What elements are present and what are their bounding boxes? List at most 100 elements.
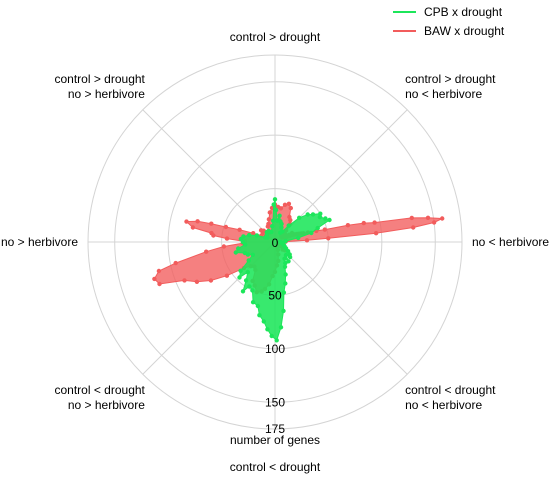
direction-label-7-line-0: control > drought — [54, 72, 145, 86]
legend-label-cpb: CPB x drought — [424, 5, 503, 19]
data-point-cpb — [286, 259, 291, 264]
data-point-baw — [182, 278, 187, 283]
data-point-cpb — [310, 212, 316, 217]
data-point-baw — [322, 227, 327, 232]
direction-label-5-line-1: no > herbivore — [68, 398, 145, 412]
data-point-cpb — [233, 250, 238, 255]
data-point-cpb — [240, 289, 246, 294]
legend: CPB x drought BAW x drought — [393, 5, 505, 38]
grid-spoke-3 — [274, 241, 408, 375]
data-point-cpb — [272, 197, 278, 202]
data-point-cpb — [250, 288, 255, 293]
r-tick-100: 100 — [265, 342, 285, 356]
data-point-baw — [208, 278, 214, 283]
data-point-baw — [287, 214, 292, 220]
direction-label-3-line-0: control < drought — [405, 383, 496, 397]
data-point-cpb — [243, 242, 248, 247]
data-point-baw — [251, 231, 256, 236]
data-point-baw — [211, 233, 216, 238]
direction-label-2-line-0: no < herbivore — [472, 235, 549, 249]
data-point-cpb — [247, 232, 252, 238]
data-point-baw — [152, 276, 157, 282]
grid-spoke-7 — [142, 109, 276, 243]
data-point-cpb — [250, 300, 256, 305]
data-point-cpb — [283, 272, 288, 277]
data-point-cpb — [327, 217, 332, 223]
data-point-baw — [195, 219, 200, 224]
data-point-cpb — [317, 214, 323, 220]
data-point-cpb — [275, 218, 280, 223]
data-point-cpb — [278, 230, 283, 235]
data-point-cpb — [245, 270, 250, 275]
data-point-cpb — [270, 218, 276, 223]
data-point-cpb — [273, 207, 279, 213]
radial-tick-labels: 0 50 100 150 175 — [265, 236, 285, 436]
data-point-baw — [288, 205, 293, 211]
data-point-cpb — [318, 211, 323, 216]
data-point-baw — [237, 227, 242, 232]
data-point-cpb — [263, 235, 268, 240]
radial-axis-label: number of genes — [230, 433, 320, 447]
data-point-cpb — [257, 313, 262, 318]
data-point-baw — [265, 224, 270, 229]
data-point-baw — [373, 231, 379, 236]
data-point-cpb — [238, 268, 243, 273]
direction-label-4-line-0: control < drought — [230, 460, 321, 474]
data-point-cpb — [323, 216, 328, 221]
data-point-baw — [282, 202, 288, 207]
data-point-baw — [190, 225, 196, 230]
data-point-baw — [266, 217, 272, 222]
data-point-cpb — [236, 246, 241, 251]
data-point-baw — [267, 210, 272, 215]
data-point-cpb — [297, 215, 302, 220]
data-point-cpb — [296, 235, 301, 241]
data-point-cpb — [283, 260, 288, 266]
data-point-cpb — [309, 230, 314, 236]
data-point-cpb — [281, 308, 286, 314]
data-point-baw — [184, 219, 189, 224]
data-point-cpb — [237, 275, 242, 280]
data-point-cpb — [305, 212, 310, 217]
data-point-cpb — [283, 281, 288, 286]
data-point-cpb — [282, 264, 288, 269]
data-point-cpb — [247, 284, 252, 289]
data-point-cpb — [278, 219, 283, 224]
data-point-baw — [411, 225, 416, 230]
data-point-cpb — [246, 258, 251, 263]
data-point-cpb — [269, 333, 274, 339]
data-point-baw — [194, 279, 200, 284]
data-point-baw — [157, 281, 162, 287]
direction-label-6-line-0: no > herbivore — [1, 235, 78, 249]
r-tick-50: 50 — [268, 288, 282, 302]
data-point-baw — [173, 260, 178, 266]
data-point-cpb — [250, 252, 255, 257]
r-tick-150: 150 — [265, 395, 285, 409]
data-point-baw — [361, 220, 366, 226]
direction-labels: control > drought control > drought no < h… — [1, 30, 549, 474]
data-point-cpb — [277, 213, 282, 218]
direction-label-0-line-0: control > drought — [230, 30, 321, 44]
data-point-cpb — [243, 278, 249, 283]
data-point-baw — [221, 244, 227, 249]
data-point-baw — [425, 215, 431, 220]
data-point-cpb — [315, 225, 320, 231]
data-point-cpb — [283, 238, 288, 244]
direction-label-5-line-0: control < drought — [54, 383, 145, 397]
data-point-cpb — [286, 223, 291, 228]
data-point-cpb — [255, 303, 261, 309]
data-point-baw — [156, 268, 162, 274]
data-point-baw — [209, 221, 214, 226]
r-tick-175: 175 — [265, 422, 285, 436]
legend-label-baw: BAW x drought — [424, 24, 505, 38]
data-point-baw — [286, 201, 292, 206]
data-point-cpb — [279, 240, 284, 245]
data-point-cpb — [274, 338, 279, 343]
data-point-cpb — [265, 327, 270, 332]
data-point-baw — [440, 216, 445, 221]
data-point-cpb — [282, 256, 287, 261]
data-point-baw — [431, 220, 437, 225]
data-point-baw — [326, 236, 331, 241]
data-point-cpb — [270, 224, 275, 229]
data-point-cpb — [281, 290, 287, 295]
